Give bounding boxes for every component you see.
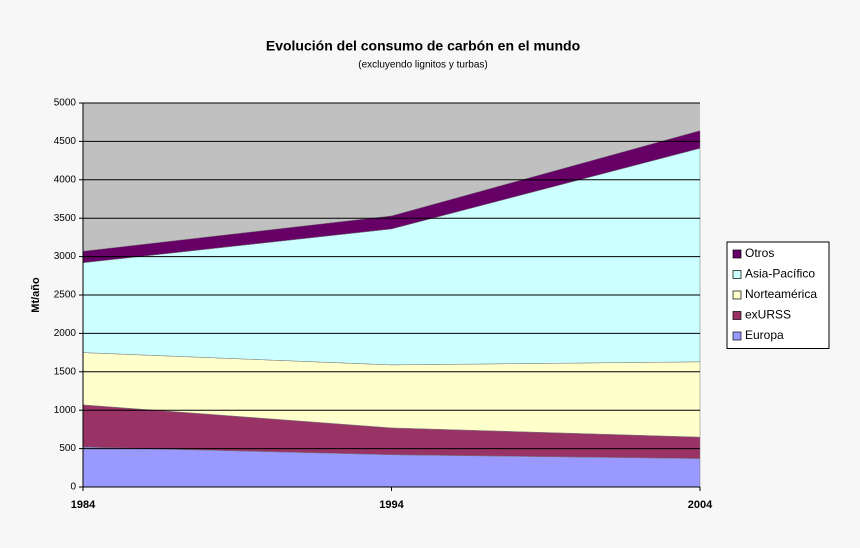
y-tick-label: 2000 bbox=[54, 328, 77, 339]
chart-title: Evolución del consumo de carbón en el mu… bbox=[266, 38, 580, 54]
legend-label: Otros bbox=[745, 246, 774, 260]
legend-swatch bbox=[732, 249, 742, 259]
legend-swatch bbox=[732, 270, 742, 279]
legend bbox=[726, 241, 830, 349]
y-tick-label: 2500 bbox=[54, 290, 77, 301]
legend-label: Europa bbox=[745, 328, 784, 342]
x-tick-label: 2004 bbox=[688, 499, 713, 511]
y-tick-label: 3500 bbox=[54, 213, 77, 224]
y-tick-label: 1500 bbox=[54, 366, 77, 377]
y-tick-label: 4000 bbox=[54, 174, 77, 185]
chart-subtitle: (excluyendo lignitos y turbas) bbox=[358, 60, 488, 71]
legend-swatch bbox=[732, 290, 742, 300]
legend-label: Norteamérica bbox=[745, 287, 817, 301]
legend-label: Asia-Pacífico bbox=[745, 267, 815, 281]
y-tick-label: 4500 bbox=[54, 136, 77, 147]
legend-swatch bbox=[732, 331, 742, 341]
y-tick-label: 0 bbox=[70, 482, 76, 493]
x-tick-label: 1984 bbox=[71, 499, 96, 511]
y-tick-label: 500 bbox=[59, 443, 76, 454]
y-tick-label: 1000 bbox=[54, 405, 77, 416]
legend-label: exURSS bbox=[745, 308, 791, 322]
y-tick-label: 5000 bbox=[54, 98, 77, 109]
legend-swatch bbox=[732, 311, 742, 320]
y-tick-label: 3000 bbox=[54, 251, 77, 262]
x-tick-label: 1994 bbox=[379, 499, 404, 511]
y-axis-label: Mt/año bbox=[30, 277, 42, 313]
